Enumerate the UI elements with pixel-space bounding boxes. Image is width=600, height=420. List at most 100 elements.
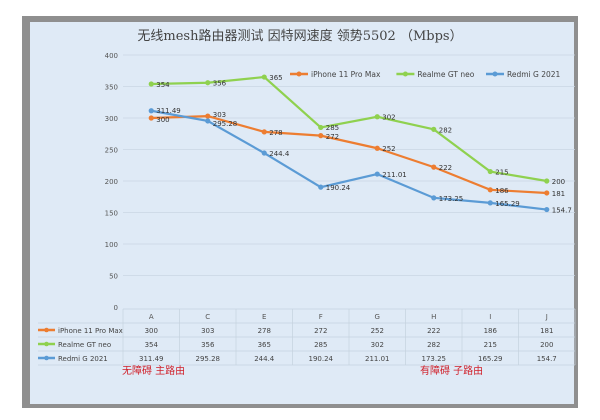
data-point: [261, 74, 267, 80]
x-tick-label: F: [319, 313, 323, 321]
legend-label: Redmi G 2021: [507, 70, 561, 79]
chart-panel: [30, 22, 574, 404]
table-cell: 272: [314, 327, 327, 335]
data-label: 365: [269, 74, 282, 82]
x-tick-label: I: [489, 313, 491, 321]
data-label: 303: [213, 111, 226, 119]
data-label: 211.01: [382, 171, 407, 179]
table-cell: 181: [540, 327, 553, 335]
data-point: [148, 81, 154, 87]
data-point: [544, 178, 550, 184]
table-cell: 303: [201, 327, 214, 335]
data-label: 252: [382, 145, 395, 153]
table-cell: 154.7: [537, 355, 557, 363]
table-cell: 252: [371, 327, 384, 335]
data-label: 354: [156, 81, 170, 89]
y-tick-label: 200: [105, 178, 118, 186]
table-series-name: Redmi G 2021: [58, 355, 108, 363]
data-point: [374, 171, 380, 177]
data-point: [318, 124, 324, 131]
data-label: 356: [213, 80, 227, 88]
data-label: 181: [552, 190, 565, 198]
data-label: 186: [495, 187, 509, 195]
x-tick-label: A: [149, 313, 154, 321]
table-cell: 165.29: [478, 355, 503, 363]
table-cell: 222: [427, 327, 440, 335]
y-tick-label: 250: [105, 147, 118, 155]
table-cell: 190.24: [309, 355, 334, 363]
data-point: [318, 184, 324, 190]
legend-marker: [296, 71, 302, 77]
data-label: 165.29: [495, 200, 520, 208]
legend-label: Realme GT neo: [417, 70, 474, 79]
table-legend-marker: [44, 341, 49, 347]
table-cell: 285: [314, 341, 327, 349]
y-tick-label: 100: [105, 241, 118, 249]
annotation-left: 无障碍 主路由: [122, 366, 186, 377]
data-label: 272: [326, 133, 339, 141]
legend-label: iPhone 11 Pro Max: [311, 70, 381, 79]
data-point: [431, 164, 437, 170]
data-label: 282: [439, 126, 452, 134]
data-point: [487, 200, 493, 206]
table-cell: 282: [427, 341, 440, 349]
x-tick-label: J: [545, 313, 548, 321]
data-point: [205, 80, 211, 86]
y-tick-label: 150: [105, 210, 118, 218]
y-tick-label: 0: [114, 304, 118, 312]
table-series-name: Realme GT neo: [58, 341, 111, 349]
data-point: [544, 206, 550, 213]
data-point: [205, 113, 211, 119]
data-label: 311.49: [156, 107, 181, 115]
table-series-name: iPhone 11 Pro Max: [58, 327, 123, 335]
series-line: [151, 109, 547, 211]
data-point: [374, 114, 380, 120]
data-label: 295.28: [213, 120, 238, 128]
series-line: [151, 75, 547, 183]
x-tick-label: H: [431, 313, 436, 321]
data-point: [487, 168, 493, 175]
table-cell: 300: [145, 327, 158, 335]
data-label: 300: [156, 116, 169, 124]
legend-marker: [402, 71, 408, 77]
data-label: 154.7: [552, 207, 572, 215]
data-label: 200: [552, 178, 565, 186]
data-point: [431, 126, 437, 132]
table-cell: 186: [484, 327, 498, 335]
table-cell: 302: [371, 341, 384, 349]
data-point: [148, 115, 154, 121]
table-cell: 278: [258, 327, 271, 335]
table-cell: 211.01: [365, 355, 390, 363]
data-point: [431, 195, 437, 201]
table-cell: 311.49: [139, 355, 164, 363]
series-line: [151, 115, 547, 195]
x-tick-label: E: [262, 313, 266, 321]
data-label: 302: [382, 114, 395, 122]
data-point: [148, 108, 154, 114]
table-cell: 244.4: [254, 355, 275, 363]
data-point: [205, 118, 211, 124]
data-label: 215: [495, 169, 508, 177]
data-point: [544, 190, 550, 196]
data-point: [318, 133, 324, 139]
table-cell: 200: [540, 341, 553, 349]
data-label: 278: [269, 129, 282, 137]
y-tick-label: 350: [105, 84, 118, 92]
table-cell: 354: [145, 341, 159, 349]
table-cell: 365: [258, 341, 271, 349]
x-tick-label: C: [205, 313, 210, 321]
data-label: 222: [439, 164, 452, 172]
y-tick-label: 50: [109, 273, 118, 281]
annotation-right: 有障碍 子路由: [420, 366, 484, 377]
data-point: [374, 145, 380, 151]
data-point: [487, 187, 493, 193]
table-legend-marker: [44, 327, 49, 333]
table-legend-marker: [44, 355, 49, 361]
data-label: 173.25: [439, 195, 464, 203]
table-cell: 356: [201, 341, 215, 349]
data-label: 244.4: [269, 150, 290, 158]
data-point: [261, 129, 267, 135]
data-label: 190.24: [326, 184, 351, 192]
table-cell: 215: [484, 341, 497, 349]
